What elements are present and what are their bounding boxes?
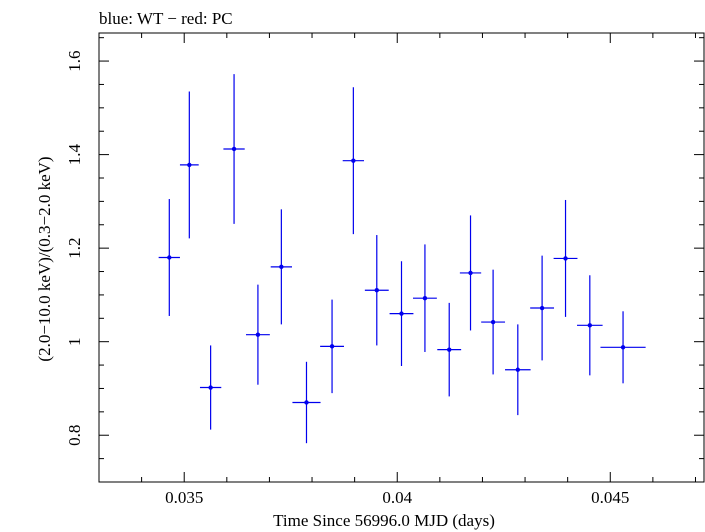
data-point [245, 284, 270, 385]
point-marker [187, 162, 192, 168]
point-marker [329, 344, 335, 349]
y-axis-label: (2.0−10.0 keV)/(0.3−2.0 keV) [35, 156, 54, 361]
data-point [530, 255, 555, 361]
data-point [364, 235, 389, 346]
point-marker [515, 367, 521, 372]
data-point [413, 244, 437, 352]
data-point [179, 91, 199, 239]
plot-frame [98, 32, 705, 483]
point-marker [208, 385, 213, 390]
data-point [437, 302, 462, 397]
data-point [270, 209, 293, 325]
x-axis-label: Time Since 56996.0 MJD (days) [273, 511, 495, 530]
x-tick-label: 0.045 [591, 488, 629, 507]
data-point [389, 261, 414, 367]
y-tick-label: 0.8 [65, 425, 84, 446]
data-point [342, 87, 365, 235]
point-marker [255, 332, 261, 337]
point-marker [374, 288, 379, 293]
point-marker [587, 323, 593, 328]
data-point [553, 199, 578, 317]
data-point [320, 299, 344, 394]
point-marker [620, 345, 626, 350]
point-marker [539, 305, 545, 311]
point-marker [399, 311, 404, 316]
point-marker [447, 347, 452, 352]
point-marker [468, 270, 473, 276]
data-points [158, 74, 646, 444]
data-point [505, 324, 531, 416]
data-point [292, 361, 321, 444]
point-marker [563, 256, 568, 261]
y-tick-label: 1.6 [65, 50, 84, 71]
data-point [600, 311, 646, 384]
data-point [223, 74, 245, 224]
chart-title: blue: WT − red: PC [99, 9, 233, 28]
point-marker [304, 400, 309, 405]
data-point [481, 269, 506, 375]
data-point [158, 199, 180, 316]
data-point [459, 215, 482, 331]
y-tick-label: 1 [65, 337, 84, 346]
point-marker [167, 255, 172, 260]
y-tick-label: 1.4 [65, 143, 84, 165]
y-axis-ticks: 0.8 1 1.2 1.4 1.6 [65, 37, 704, 483]
data-point [577, 275, 603, 376]
point-marker [231, 146, 237, 152]
point-marker [422, 295, 428, 301]
point-marker [351, 158, 356, 163]
point-marker [490, 319, 496, 325]
x-axis-ticks: 0.035 0.04 0.045 [98, 33, 696, 507]
x-tick-label: 0.035 [165, 488, 203, 507]
data-point [199, 345, 222, 430]
x-tick-label: 0.04 [382, 488, 412, 507]
point-marker [279, 264, 284, 270]
y-tick-label: 1.2 [65, 238, 84, 259]
